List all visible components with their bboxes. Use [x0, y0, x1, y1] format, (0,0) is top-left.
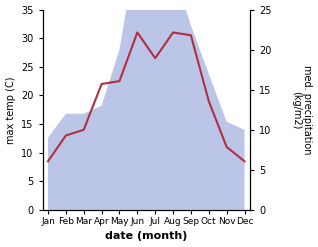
X-axis label: date (month): date (month)	[105, 231, 187, 242]
Y-axis label: max temp (C): max temp (C)	[5, 76, 16, 144]
Y-axis label: med. precipitation
(kg/m2): med. precipitation (kg/m2)	[291, 65, 313, 155]
